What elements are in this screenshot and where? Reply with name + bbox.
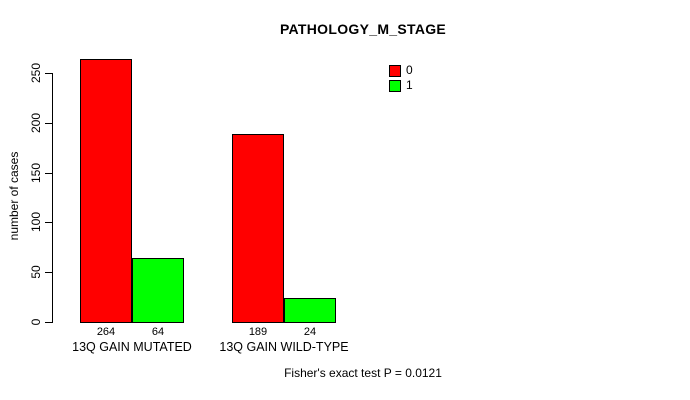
y-tick-label: 50 xyxy=(29,265,43,279)
bar-1-13q-gain-wild-type xyxy=(284,298,336,323)
y-tick-label: 0 xyxy=(29,318,43,326)
bar-0-13q-gain-mutated xyxy=(80,59,132,323)
category-label: 13Q GAIN MUTATED xyxy=(72,340,192,354)
footnote: Fisher's exact test P = 0.0121 xyxy=(284,366,442,380)
y-tick-mark xyxy=(45,222,52,223)
bar-value-label: 189 xyxy=(248,326,268,338)
y-tick-label: 100 xyxy=(29,211,43,233)
y-axis-label: number of cases xyxy=(7,151,21,241)
legend-label: 1 xyxy=(406,78,413,92)
y-tick-label: 150 xyxy=(29,162,43,184)
y-tick-mark xyxy=(45,272,52,273)
y-axis-line xyxy=(52,73,53,323)
y-tick-mark xyxy=(45,73,52,74)
y-tick-mark xyxy=(45,322,52,323)
legend-swatch-1 xyxy=(389,79,401,92)
bar-1-13q-gain-mutated xyxy=(132,258,184,323)
legend-entry: 0 xyxy=(389,64,413,77)
bar-value-label: 264 xyxy=(96,326,116,338)
bar-value-label: 64 xyxy=(151,326,165,338)
y-tick-label: 250 xyxy=(29,62,43,84)
legend-entry: 1 xyxy=(389,79,413,92)
y-tick-mark xyxy=(45,173,52,174)
legend-swatch-0 xyxy=(389,64,401,77)
bar-0-13q-gain-wild-type xyxy=(232,134,284,323)
bar-value-label: 24 xyxy=(303,326,317,338)
legend-label: 0 xyxy=(406,63,413,77)
y-tick-mark xyxy=(45,123,52,124)
chart-title: PATHOLOGY_M_STAGE xyxy=(279,21,447,37)
category-label: 13Q GAIN WILD-TYPE xyxy=(219,340,349,354)
y-tick-label: 200 xyxy=(29,112,43,134)
